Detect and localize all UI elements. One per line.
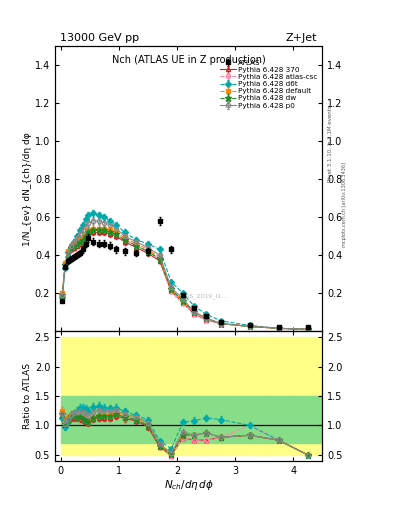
X-axis label: $N_{ch}/d\eta\,d\phi$: $N_{ch}/d\eta\,d\phi$ xyxy=(163,478,214,493)
Y-axis label: 1/N_{ev} dN_{ch}/dη dφ: 1/N_{ev} dN_{ch}/dη dφ xyxy=(23,132,32,246)
Text: mcplots.cern.ch [arXiv:1306.3436]: mcplots.cern.ch [arXiv:1306.3436] xyxy=(342,162,347,247)
Text: 13000 GeV pp: 13000 GeV pp xyxy=(61,33,140,43)
Text: Rivet 3.1.10, ≥ 3.1M events: Rivet 3.1.10, ≥ 3.1M events xyxy=(328,105,333,182)
Y-axis label: Ratio to ATLAS: Ratio to ATLAS xyxy=(23,363,32,429)
Text: ATLAS_2019_I1...: ATLAS_2019_I1... xyxy=(175,293,229,298)
Legend: ATLAS, Pythia 6.428 370, Pythia 6.428 atlas-csc, Pythia 6.428 d6t, Pythia 6.428 : ATLAS, Pythia 6.428 370, Pythia 6.428 at… xyxy=(219,58,319,110)
Text: Nch (ATLAS UE in Z production): Nch (ATLAS UE in Z production) xyxy=(112,55,266,65)
Text: Z+Jet: Z+Jet xyxy=(285,33,317,43)
